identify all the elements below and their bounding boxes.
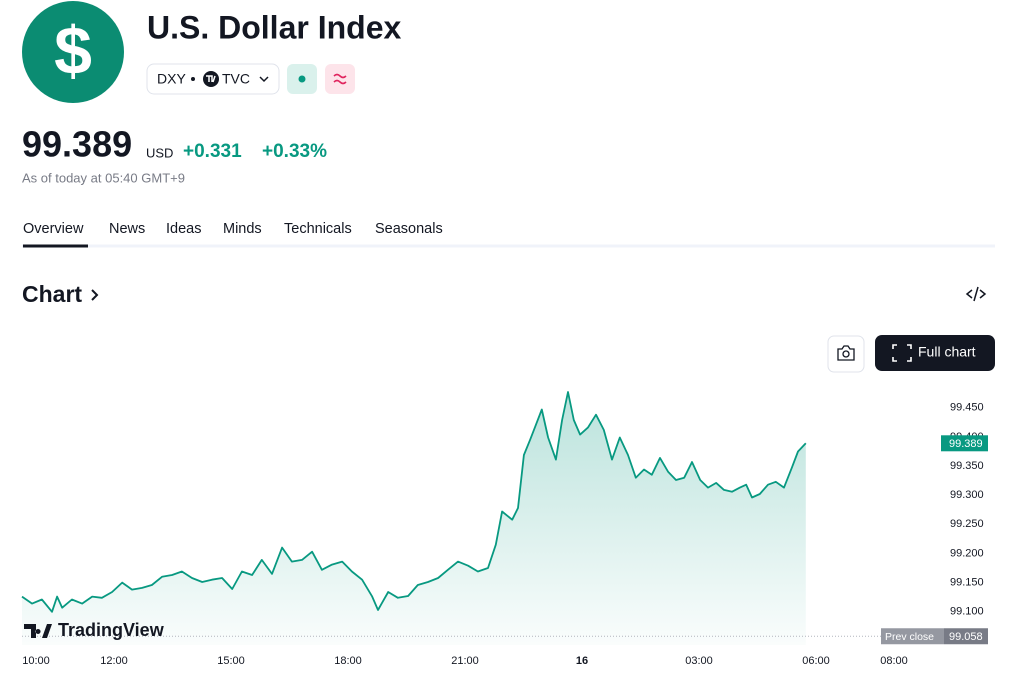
delayed-button[interactable] xyxy=(325,64,355,94)
y-tick-label: 99.250 xyxy=(950,518,984,530)
y-tick-label: 99.150 xyxy=(950,577,984,589)
exchange-icon-mark xyxy=(206,75,216,83)
tab[interactable]: News xyxy=(109,221,145,237)
brand-mark xyxy=(24,624,52,638)
price-line xyxy=(21,391,807,613)
y-tick-label: 99.200 xyxy=(950,547,984,559)
timestamp: As of today at 05:40 GMT+9 xyxy=(22,170,185,185)
prev-close-box xyxy=(944,628,988,645)
tab[interactable]: Technicals xyxy=(284,221,352,237)
tab[interactable]: Seasonals xyxy=(375,221,443,237)
full-chart-icon xyxy=(892,344,912,362)
change: +0.331 xyxy=(183,141,242,162)
x-tick-label: 12:00 xyxy=(100,655,128,667)
y-tick-label: 99.350 xyxy=(950,460,984,472)
last-price-label: 99.389 xyxy=(949,438,983,450)
x-tick-label: 16 xyxy=(576,655,588,667)
logo-symbol: $ xyxy=(54,13,92,89)
y-tick-label: 99.450 xyxy=(950,402,984,414)
logo-circle xyxy=(22,1,124,103)
last-price-box xyxy=(941,435,988,452)
x-tick-label: 08:00 xyxy=(880,655,908,667)
snapshot-button[interactable] xyxy=(827,335,865,373)
prev-close-value: 99.058 xyxy=(949,631,983,643)
full-chart-button[interactable] xyxy=(875,335,995,371)
y-tick-label: 99.300 xyxy=(950,489,984,501)
currency: USD xyxy=(146,145,173,160)
x-tick-label: 18:00 xyxy=(334,655,362,667)
section-title[interactable]: Chart xyxy=(22,281,82,307)
embed-button[interactable] xyxy=(965,286,987,302)
market-open-dot xyxy=(298,75,306,83)
section-chevron xyxy=(91,289,99,301)
change-percent: +0.33% xyxy=(262,141,327,162)
symbol: DXY xyxy=(157,71,186,87)
brand-name: TradingView xyxy=(58,620,165,640)
x-tick-label: 21:00 xyxy=(451,655,479,667)
prev-close-caption: Prev close xyxy=(885,631,934,643)
full-chart-label: Full chart xyxy=(918,344,976,360)
tab[interactable]: Minds xyxy=(223,221,262,237)
exchange-icon xyxy=(203,71,219,87)
x-tick-label: 03:00 xyxy=(685,655,713,667)
page-title: U.S. Dollar Index xyxy=(147,9,401,45)
chevron-down xyxy=(259,76,269,83)
prev-close-tag xyxy=(881,628,944,645)
price: 99.389 xyxy=(22,124,132,165)
x-tick-label: 10:00 xyxy=(22,655,50,667)
camera-icon xyxy=(837,345,855,361)
exchange: TVC xyxy=(222,71,250,87)
x-tick-label: 15:00 xyxy=(217,655,245,667)
x-tick-label: 06:00 xyxy=(802,655,830,667)
delayed-icon xyxy=(333,73,347,85)
area-fill xyxy=(22,392,806,645)
tab[interactable]: Ideas xyxy=(166,221,201,237)
tab[interactable]: Overview xyxy=(23,221,84,237)
y-tick-label: 99.100 xyxy=(950,606,984,618)
separator-dot xyxy=(191,77,195,81)
camera-lens xyxy=(842,350,850,358)
